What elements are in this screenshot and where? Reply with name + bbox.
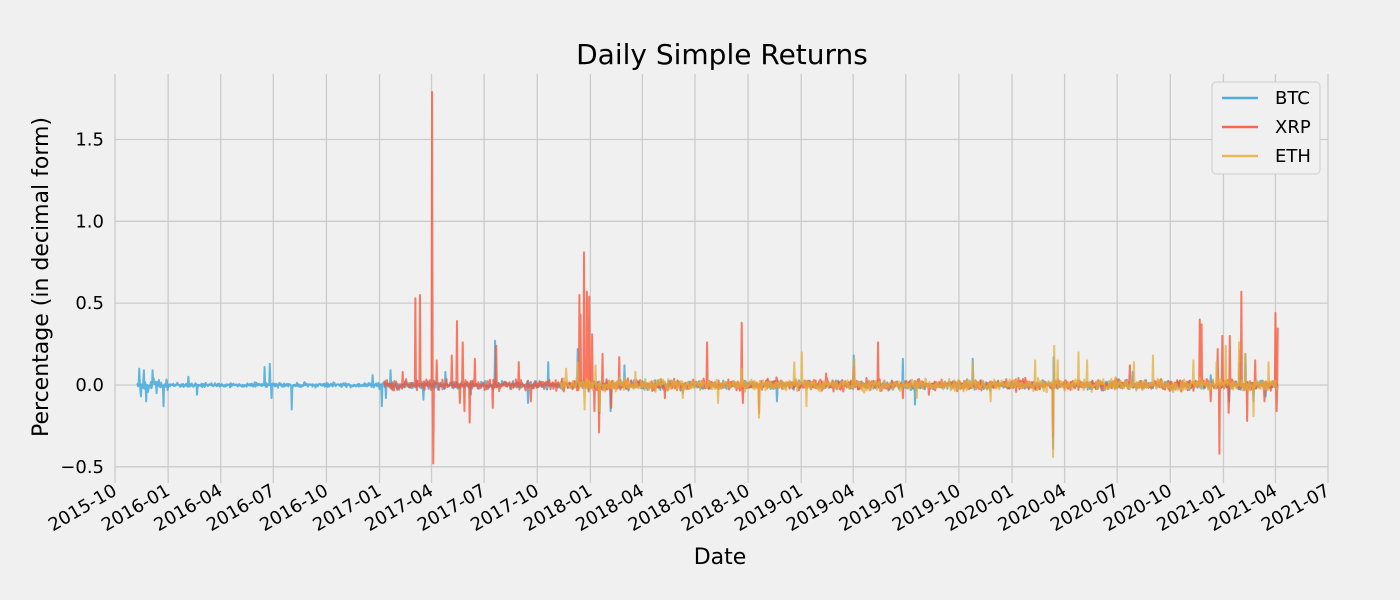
- y-tick-label: 1.5: [75, 129, 104, 150]
- y-axis-ticks: −0.5 0.0 0.5 1.0 1.5: [60, 129, 104, 477]
- chart-title: Daily Simple Returns: [576, 38, 868, 71]
- legend-label-btc: BTC: [1275, 88, 1310, 109]
- series-lines: [136, 91, 1279, 465]
- y-tick-label: −0.5: [60, 457, 104, 478]
- grid-lines: [114, 74, 1329, 475]
- y-tick-label: 0.5: [75, 293, 104, 314]
- series-line-eth: [559, 341, 1279, 458]
- y-tick-label: 1.0: [75, 211, 104, 232]
- legend-label-xrp: XRP: [1275, 117, 1311, 138]
- legend-box: [1211, 81, 1321, 175]
- legend-label-eth: ETH: [1275, 146, 1311, 167]
- y-tick-label: 0.0: [75, 375, 104, 396]
- y-axis-label: Percentage (in decimal form): [29, 117, 54, 437]
- legend: BTC XRP ETH: [1211, 81, 1321, 175]
- x-axis-label: Date: [694, 545, 747, 570]
